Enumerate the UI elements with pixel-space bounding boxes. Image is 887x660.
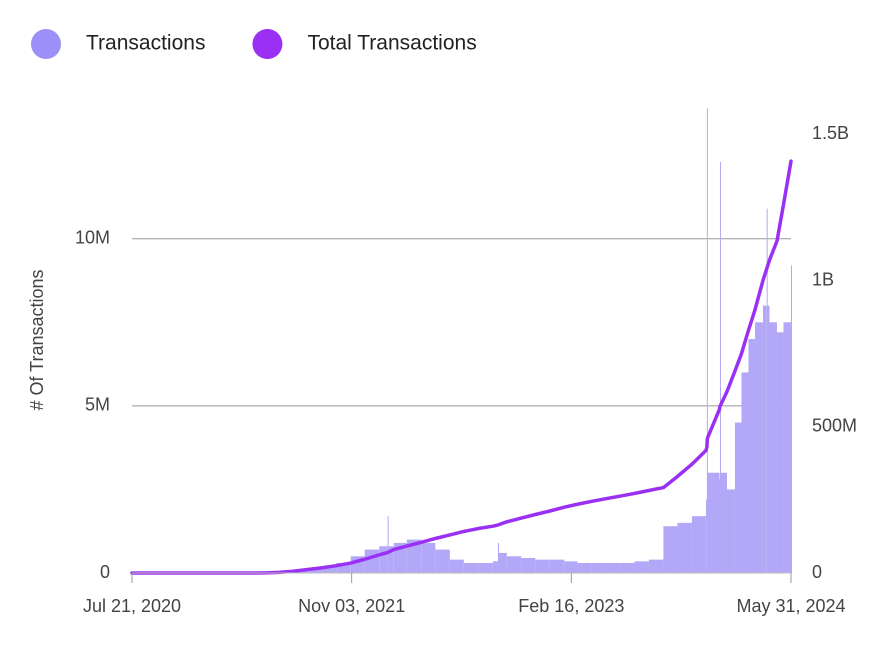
bar <box>406 539 422 573</box>
y2-tick-label: 1B <box>812 269 834 289</box>
bar <box>421 542 436 573</box>
bar <box>755 322 763 573</box>
bar <box>336 562 351 573</box>
bar <box>707 472 720 573</box>
bar <box>741 372 749 573</box>
bar <box>492 561 498 573</box>
bar <box>535 559 550 573</box>
bar <box>521 557 536 573</box>
x-tick-label: Jul 21, 2020 <box>83 596 181 616</box>
bar <box>498 552 507 573</box>
bar <box>663 526 678 573</box>
bar <box>691 516 706 573</box>
bar <box>478 562 493 573</box>
bar <box>762 305 767 573</box>
bar <box>767 305 770 573</box>
bar <box>463 562 479 573</box>
bar <box>387 516 389 573</box>
legend: Transactions Total Transactions <box>31 29 477 59</box>
bar <box>734 422 742 573</box>
bar <box>783 322 791 573</box>
bar <box>379 546 388 573</box>
x-tick-label: Feb 16, 2023 <box>518 596 624 616</box>
legend-label: Transactions <box>86 32 205 55</box>
y-tick-label: 0 <box>100 562 110 582</box>
y2-tick-label: 1.5B <box>812 123 849 143</box>
bar <box>577 562 592 573</box>
y-tick-label: 5M <box>85 395 110 415</box>
y-axis-title: # Of Transactions <box>27 269 47 410</box>
legend-marker <box>252 29 283 59</box>
bar <box>677 522 692 573</box>
y2-tick-label: 0 <box>812 562 822 582</box>
bar <box>307 567 323 573</box>
bar <box>776 332 784 573</box>
x-tick-label: May 31, 2024 <box>736 596 845 616</box>
y2-tick-label: 500M <box>812 416 857 436</box>
bar <box>564 561 578 573</box>
bar <box>322 566 337 573</box>
bar <box>719 161 721 574</box>
bar <box>726 489 735 573</box>
bar <box>605 562 621 573</box>
line <box>130 159 793 575</box>
bar <box>388 546 394 573</box>
bar <box>364 549 380 573</box>
bar <box>769 322 777 573</box>
legend-marker <box>31 29 61 59</box>
bar <box>748 339 756 573</box>
bar <box>705 499 707 573</box>
bar <box>549 559 565 573</box>
y-tick-label: 10M <box>75 227 110 247</box>
bar <box>620 562 635 573</box>
bar <box>634 561 649 573</box>
bar <box>435 549 450 573</box>
legend-label: Total Transactions <box>307 32 476 55</box>
x-tick-label: Nov 03, 2021 <box>298 596 405 616</box>
bar <box>791 265 792 573</box>
bar <box>720 472 727 573</box>
bar <box>591 562 606 573</box>
bar <box>449 559 464 573</box>
bar <box>648 559 664 573</box>
bar <box>506 556 522 573</box>
bar <box>706 108 708 573</box>
